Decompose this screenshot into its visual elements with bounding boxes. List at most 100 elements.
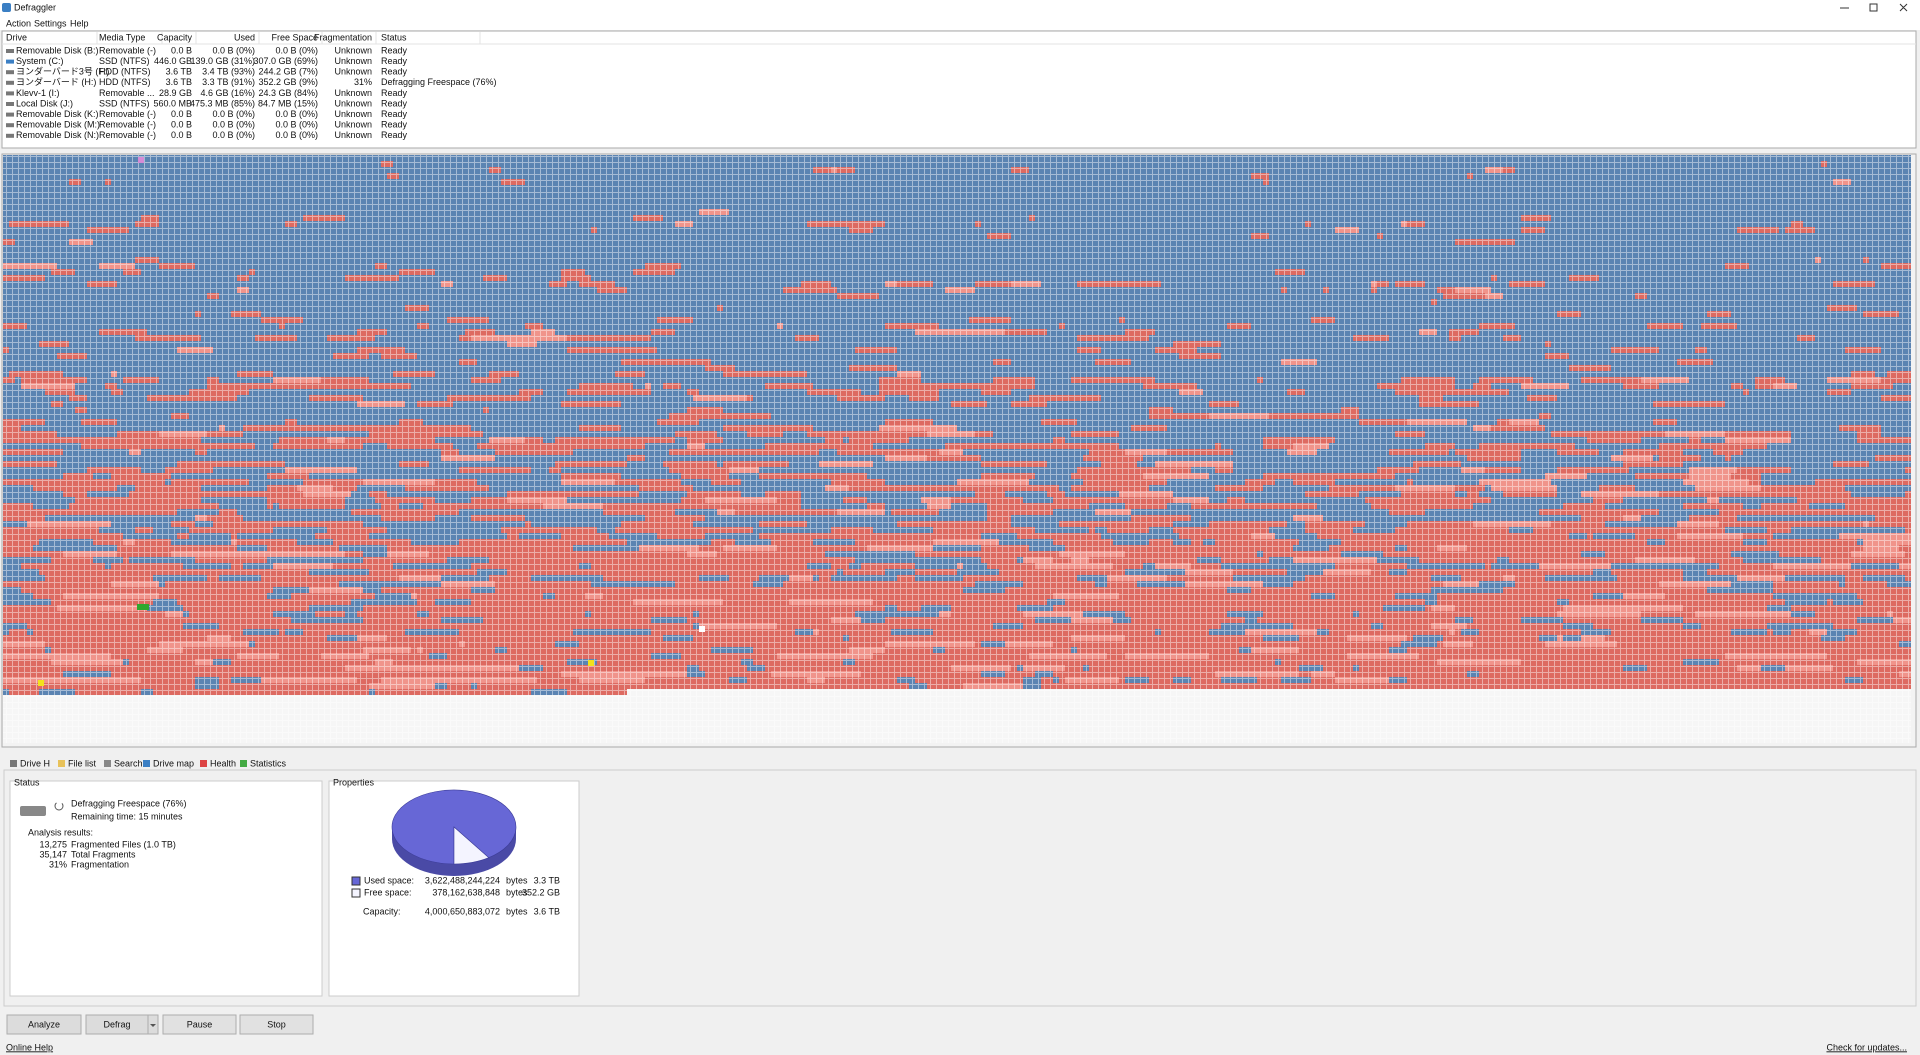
menu-item[interactable]: Settings xyxy=(34,18,67,28)
status-heading: Status xyxy=(14,777,40,787)
table-cell: 3.4 TB (93%) xyxy=(202,67,255,77)
tab-icon[interactable] xyxy=(104,760,111,767)
result-number: 31% xyxy=(49,859,67,869)
column-header[interactable]: Status xyxy=(381,32,407,42)
button xyxy=(6,1014,82,1035)
table-cell: Ready xyxy=(381,45,408,55)
table-cell: 3.6 TB xyxy=(166,77,192,87)
result-label: Fragmented Files (1.0 TB) xyxy=(71,839,176,849)
property-bytes: 378,162,638,848 xyxy=(432,887,500,897)
property-bytes: 3,622,488,244,224 xyxy=(425,875,500,885)
properties-heading: Properties xyxy=(333,777,375,787)
table-cell: Defragging Freespace (76%) xyxy=(381,77,497,87)
table-cell: Removable (-) xyxy=(99,109,156,119)
table-cell[interactable]: System (C:) xyxy=(16,56,64,66)
table-cell[interactable]: Local Disk (J:) xyxy=(16,98,73,108)
result-number: 13,275 xyxy=(39,839,67,849)
table-cell: Unknown xyxy=(334,67,372,77)
cluster-highlight xyxy=(588,660,594,666)
table-cell: 24.3 GB (84%) xyxy=(258,88,318,98)
table-cell: Ready xyxy=(381,56,408,66)
app-icon xyxy=(2,3,11,12)
table-cell: Ready xyxy=(381,130,408,140)
table-cell[interactable]: Removable Disk (N:) xyxy=(16,130,99,140)
table-cell: 31% xyxy=(354,77,372,87)
table-cell: 475.3 MB (85%) xyxy=(190,98,255,108)
drive-icon xyxy=(6,91,14,96)
table-cell: 560.0 MB xyxy=(153,98,192,108)
table-cell: 0.0 B xyxy=(171,130,192,140)
table-cell[interactable]: Klevv-1 (I:) xyxy=(16,88,60,98)
status-text: Defragging Freespace (76%) xyxy=(71,798,187,808)
legend-swatch xyxy=(351,876,361,886)
tab-icon[interactable] xyxy=(10,760,17,767)
tab-icon[interactable] xyxy=(240,760,247,767)
table-cell: 352.2 GB (9%) xyxy=(258,77,318,87)
table-cell: 446.0 GB xyxy=(154,56,192,66)
pie-slice xyxy=(453,826,490,865)
result-number: 35,147 xyxy=(39,849,67,859)
table-cell: 84.7 MB (15%) xyxy=(258,98,318,108)
link[interactable]: Check for updates... xyxy=(1826,1042,1907,1052)
property-unit: bytes xyxy=(506,887,528,897)
table-cell: Ready xyxy=(381,67,408,77)
link[interactable]: Online Help xyxy=(6,1042,53,1052)
button-label[interactable]: Stop xyxy=(267,1019,286,1029)
table-cell: Unknown xyxy=(334,56,372,66)
column-header[interactable]: Drive xyxy=(6,32,27,42)
table-cell: 0.0 B (0%) xyxy=(212,120,255,130)
table-cell[interactable]: ヨンダーバード (H:) xyxy=(16,76,96,87)
table-cell: HDD (NTFS) xyxy=(99,77,151,87)
column-header[interactable]: Fragmentation xyxy=(314,32,372,42)
table-cell: Ready xyxy=(381,120,408,130)
property-size: 3.6 TB xyxy=(534,906,560,916)
tab[interactable]: Drive map xyxy=(153,758,194,768)
property-label: Capacity: xyxy=(363,906,401,916)
column-header[interactable]: Capacity xyxy=(157,32,193,42)
table-cell[interactable]: Removable Disk (B:) xyxy=(16,45,99,55)
cluster-highlight xyxy=(699,626,705,632)
table-cell: Ready xyxy=(381,88,408,98)
spinner xyxy=(54,801,64,811)
column-header[interactable]: Used xyxy=(234,32,255,42)
menu-item[interactable]: Action xyxy=(6,18,31,28)
table-cell: 28.9 GB xyxy=(159,88,192,98)
tab[interactable]: File list xyxy=(68,758,97,768)
title-bar xyxy=(0,0,1920,18)
button[interactable] xyxy=(162,1014,237,1035)
tab[interactable]: Search xyxy=(114,758,143,768)
menu-item[interactable]: Help xyxy=(70,18,89,28)
button-label[interactable]: Pause xyxy=(187,1019,213,1029)
tab-icon[interactable] xyxy=(143,760,150,767)
table-cell: 139.0 GB (31%) xyxy=(190,56,255,66)
table-cell[interactable]: Removable Disk (K:) xyxy=(16,109,99,119)
table-cell: 0.0 B xyxy=(171,120,192,130)
tab[interactable]: Health xyxy=(210,758,236,768)
column-header[interactable]: Free Space xyxy=(271,32,318,42)
tab-panel xyxy=(3,769,1917,1007)
table-cell: 3.3 TB (91%) xyxy=(202,77,255,87)
tab-icon[interactable] xyxy=(58,760,65,767)
button[interactable] xyxy=(239,1014,314,1035)
property-label: Used space: xyxy=(364,875,414,885)
button-label: Defrag xyxy=(103,1019,130,1029)
tab[interactable]: Drive H xyxy=(20,758,50,768)
property-label: Free space: xyxy=(364,887,412,897)
table-cell[interactable]: Removable Disk (M:) xyxy=(16,120,100,130)
table-cell: Unknown xyxy=(334,120,372,130)
dropdown-arrow xyxy=(150,1024,156,1027)
table-cell[interactable]: ヨンダーバード3号 (F:) xyxy=(16,66,109,77)
cluster-grid xyxy=(3,155,1911,743)
column-header[interactable]: Media Type xyxy=(99,32,145,42)
table-cell: 0.0 B (0%) xyxy=(212,109,255,119)
tab[interactable]: Statistics xyxy=(250,758,287,768)
table-cell: 0.0 B (0%) xyxy=(275,130,318,140)
tab-icon[interactable] xyxy=(200,760,207,767)
table-cell: 0.0 B (0%) xyxy=(275,120,318,130)
property-bytes: 4,000,650,883,072 xyxy=(425,906,500,916)
result-label: Fragmentation xyxy=(71,859,129,869)
table-cell: 0.0 B xyxy=(171,109,192,119)
window-controls[interactable] xyxy=(1840,3,1908,12)
